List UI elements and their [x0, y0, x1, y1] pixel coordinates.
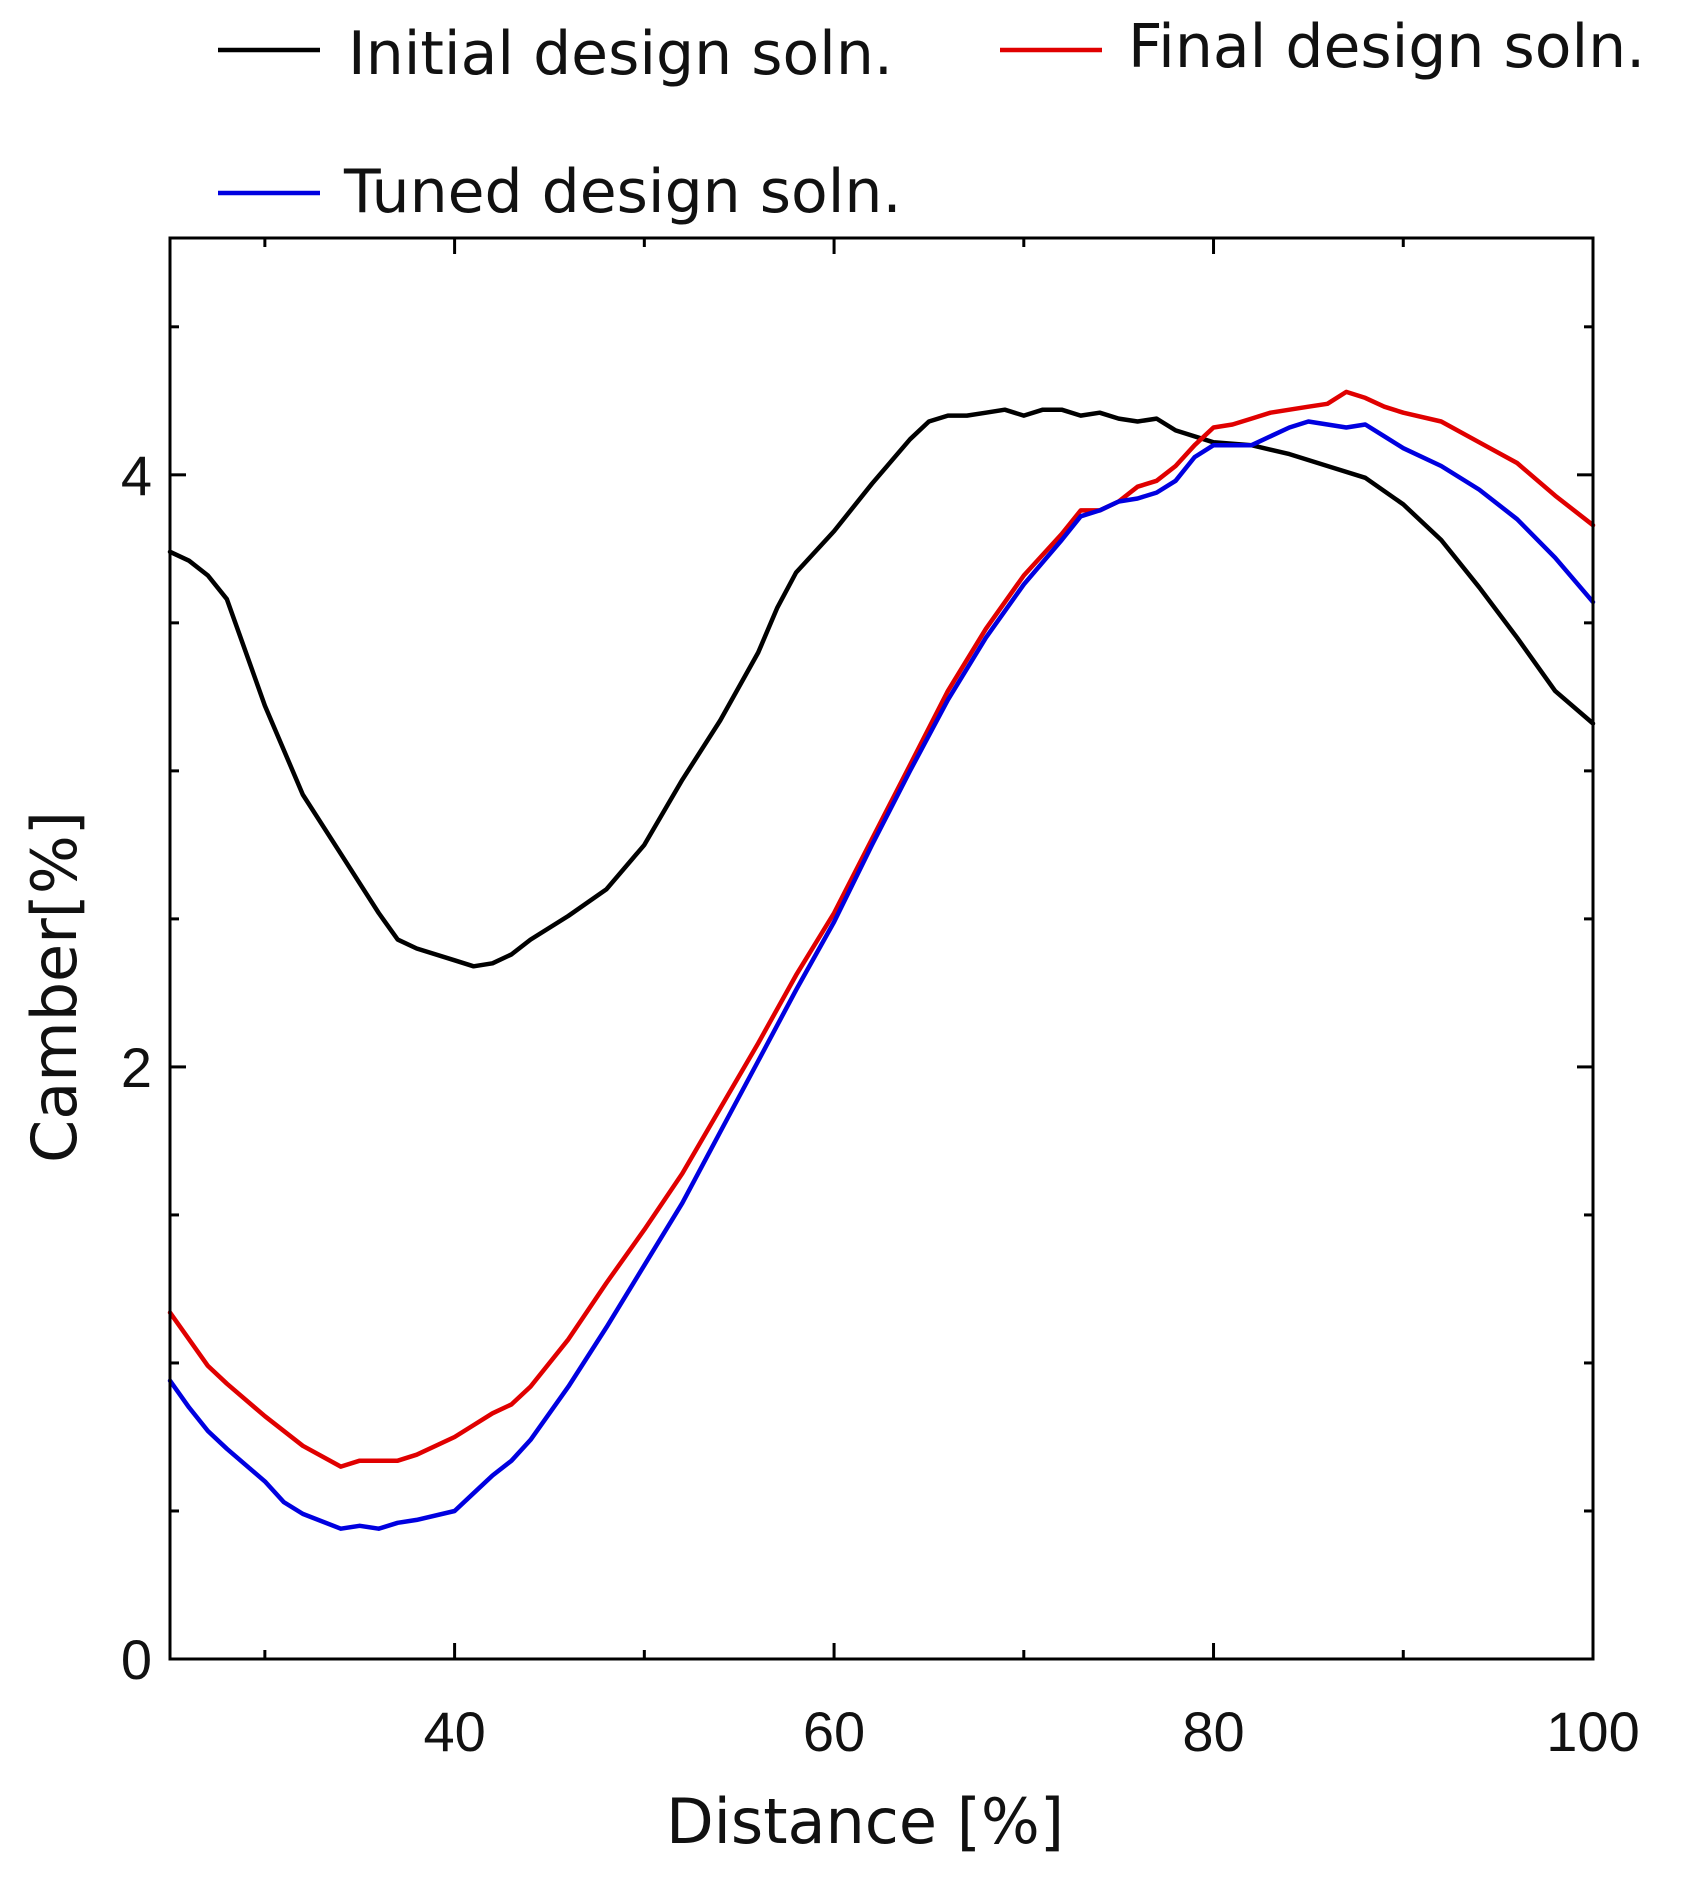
- axes: 40 60 80 100 0 2 4: [121, 236, 1640, 1763]
- plot-frame: [168, 236, 1595, 1661]
- y-axis-title: Camber[%]: [18, 811, 91, 1163]
- x-axis-title: Distance [%]: [666, 1785, 1064, 1858]
- legend: Initial design soln. Final design soln. Tu…: [218, 12, 1645, 227]
- series-line-1: [167, 407, 1596, 969]
- legend-label-1: Initial design soln.: [348, 19, 893, 89]
- x-tick-label: 100: [1546, 1700, 1639, 1763]
- plot-area: [167, 389, 1596, 1531]
- y-tick-label: 0: [121, 1628, 152, 1691]
- series-line-2: [167, 389, 1596, 1469]
- y-tick-label: 2: [121, 1036, 152, 1099]
- legend-label-3: Tuned design soln.: [343, 157, 902, 227]
- series-line-3: [167, 419, 1596, 1531]
- legend-label-2: Final design soln.: [1128, 12, 1645, 82]
- x-tick-label: 40: [423, 1700, 485, 1763]
- y-tick-label: 4: [121, 444, 152, 507]
- x-tick-label: 80: [1182, 1700, 1244, 1763]
- x-tick-label: 60: [803, 1700, 865, 1763]
